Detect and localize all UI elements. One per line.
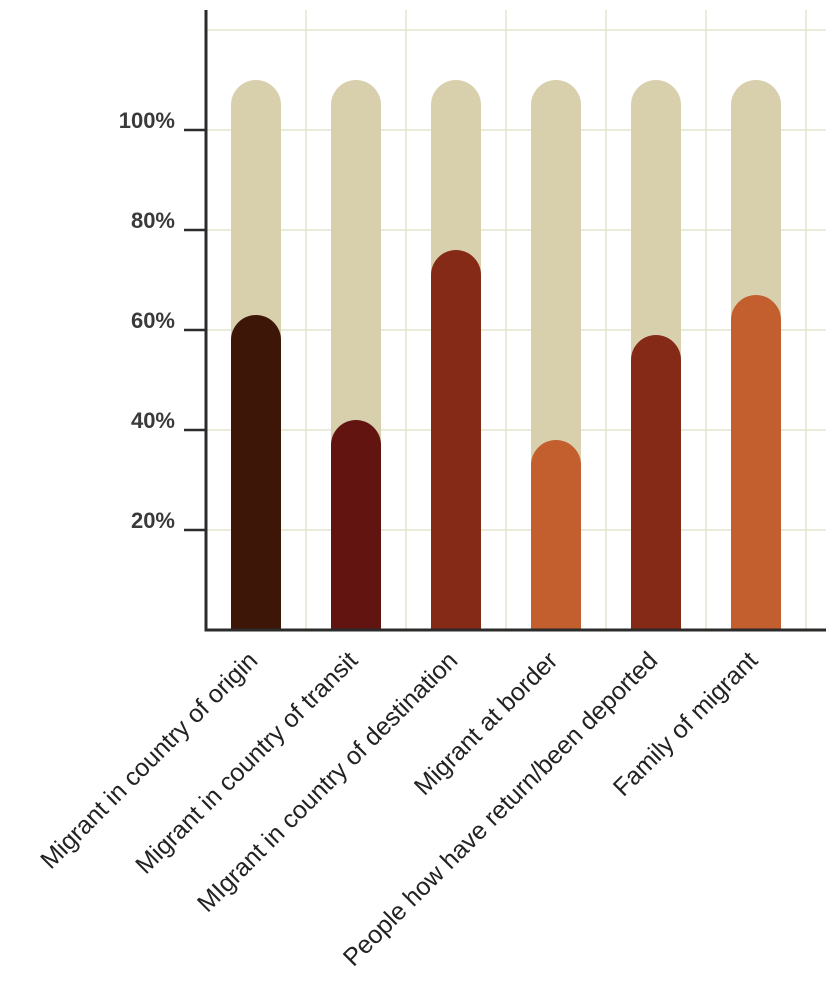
data-bar bbox=[231, 315, 281, 630]
data-bar bbox=[431, 250, 481, 630]
y-tick-label: 80% bbox=[131, 208, 175, 233]
bars bbox=[231, 80, 781, 630]
axes bbox=[204, 10, 826, 632]
y-tick-label: 100% bbox=[119, 108, 175, 133]
y-tick-label: 40% bbox=[131, 408, 175, 433]
data-bar bbox=[531, 440, 581, 630]
grid-lines bbox=[206, 10, 826, 630]
data-bar bbox=[731, 295, 781, 630]
y-axis-ticks: 20% 40% 60% 80% 100% bbox=[119, 108, 206, 533]
data-bar bbox=[631, 335, 681, 630]
y-tick-label: 20% bbox=[131, 508, 175, 533]
data-bar bbox=[331, 420, 381, 630]
y-tick-label: 60% bbox=[131, 308, 175, 333]
